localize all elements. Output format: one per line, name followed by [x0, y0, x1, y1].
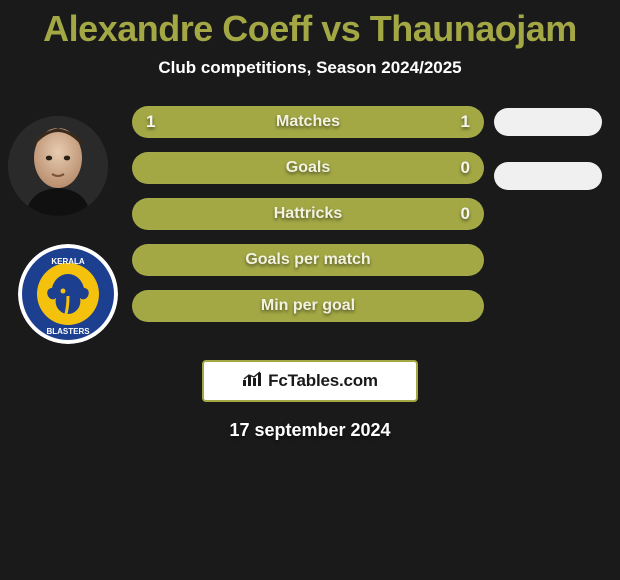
stat-left-value: 1: [146, 112, 155, 132]
stat-row-matches: 1 Matches 1: [132, 106, 484, 138]
brand-text: FcTables.com: [268, 371, 378, 391]
player1-avatar: [8, 116, 108, 216]
stat-row-goals: Goals 0: [132, 152, 484, 184]
brand-box: FcTables.com: [202, 360, 418, 402]
stat-label: Hattricks: [274, 205, 342, 223]
stat-label: Matches: [276, 113, 340, 131]
club-badge-icon: KERALA BLASTERS: [18, 244, 118, 344]
stat-row-hattricks: Hattricks 0: [132, 198, 484, 230]
stat-right-value: 0: [461, 158, 470, 178]
stat-right-value: 1: [461, 112, 470, 132]
stat-label: Goals: [286, 159, 330, 177]
comparison-title: Alexandre Coeff vs Thaunaojam: [0, 0, 620, 50]
comparison-subtitle: Club competitions, Season 2024/2025: [0, 58, 620, 78]
side-pill: [494, 162, 602, 190]
bar-chart-icon: [242, 370, 264, 393]
svg-text:KERALA: KERALA: [51, 257, 85, 266]
stats-container: KERALA BLASTERS 1 Matches 1 Goals 0 Hatt…: [0, 106, 620, 346]
stat-label: Goals per match: [245, 251, 370, 269]
stat-rows: 1 Matches 1 Goals 0 Hattricks 0 Goals pe…: [132, 106, 484, 336]
svg-text:BLASTERS: BLASTERS: [46, 327, 90, 336]
player2-club-badge: KERALA BLASTERS: [18, 244, 118, 344]
side-pill: [494, 108, 602, 136]
stat-row-min-per-goal: Min per goal: [132, 290, 484, 322]
headshot-icon: [8, 116, 108, 216]
stat-label: Min per goal: [261, 297, 355, 315]
comparison-date: 17 september 2024: [0, 420, 620, 441]
stat-right-value: 0: [461, 204, 470, 224]
stat-row-goals-per-match: Goals per match: [132, 244, 484, 276]
